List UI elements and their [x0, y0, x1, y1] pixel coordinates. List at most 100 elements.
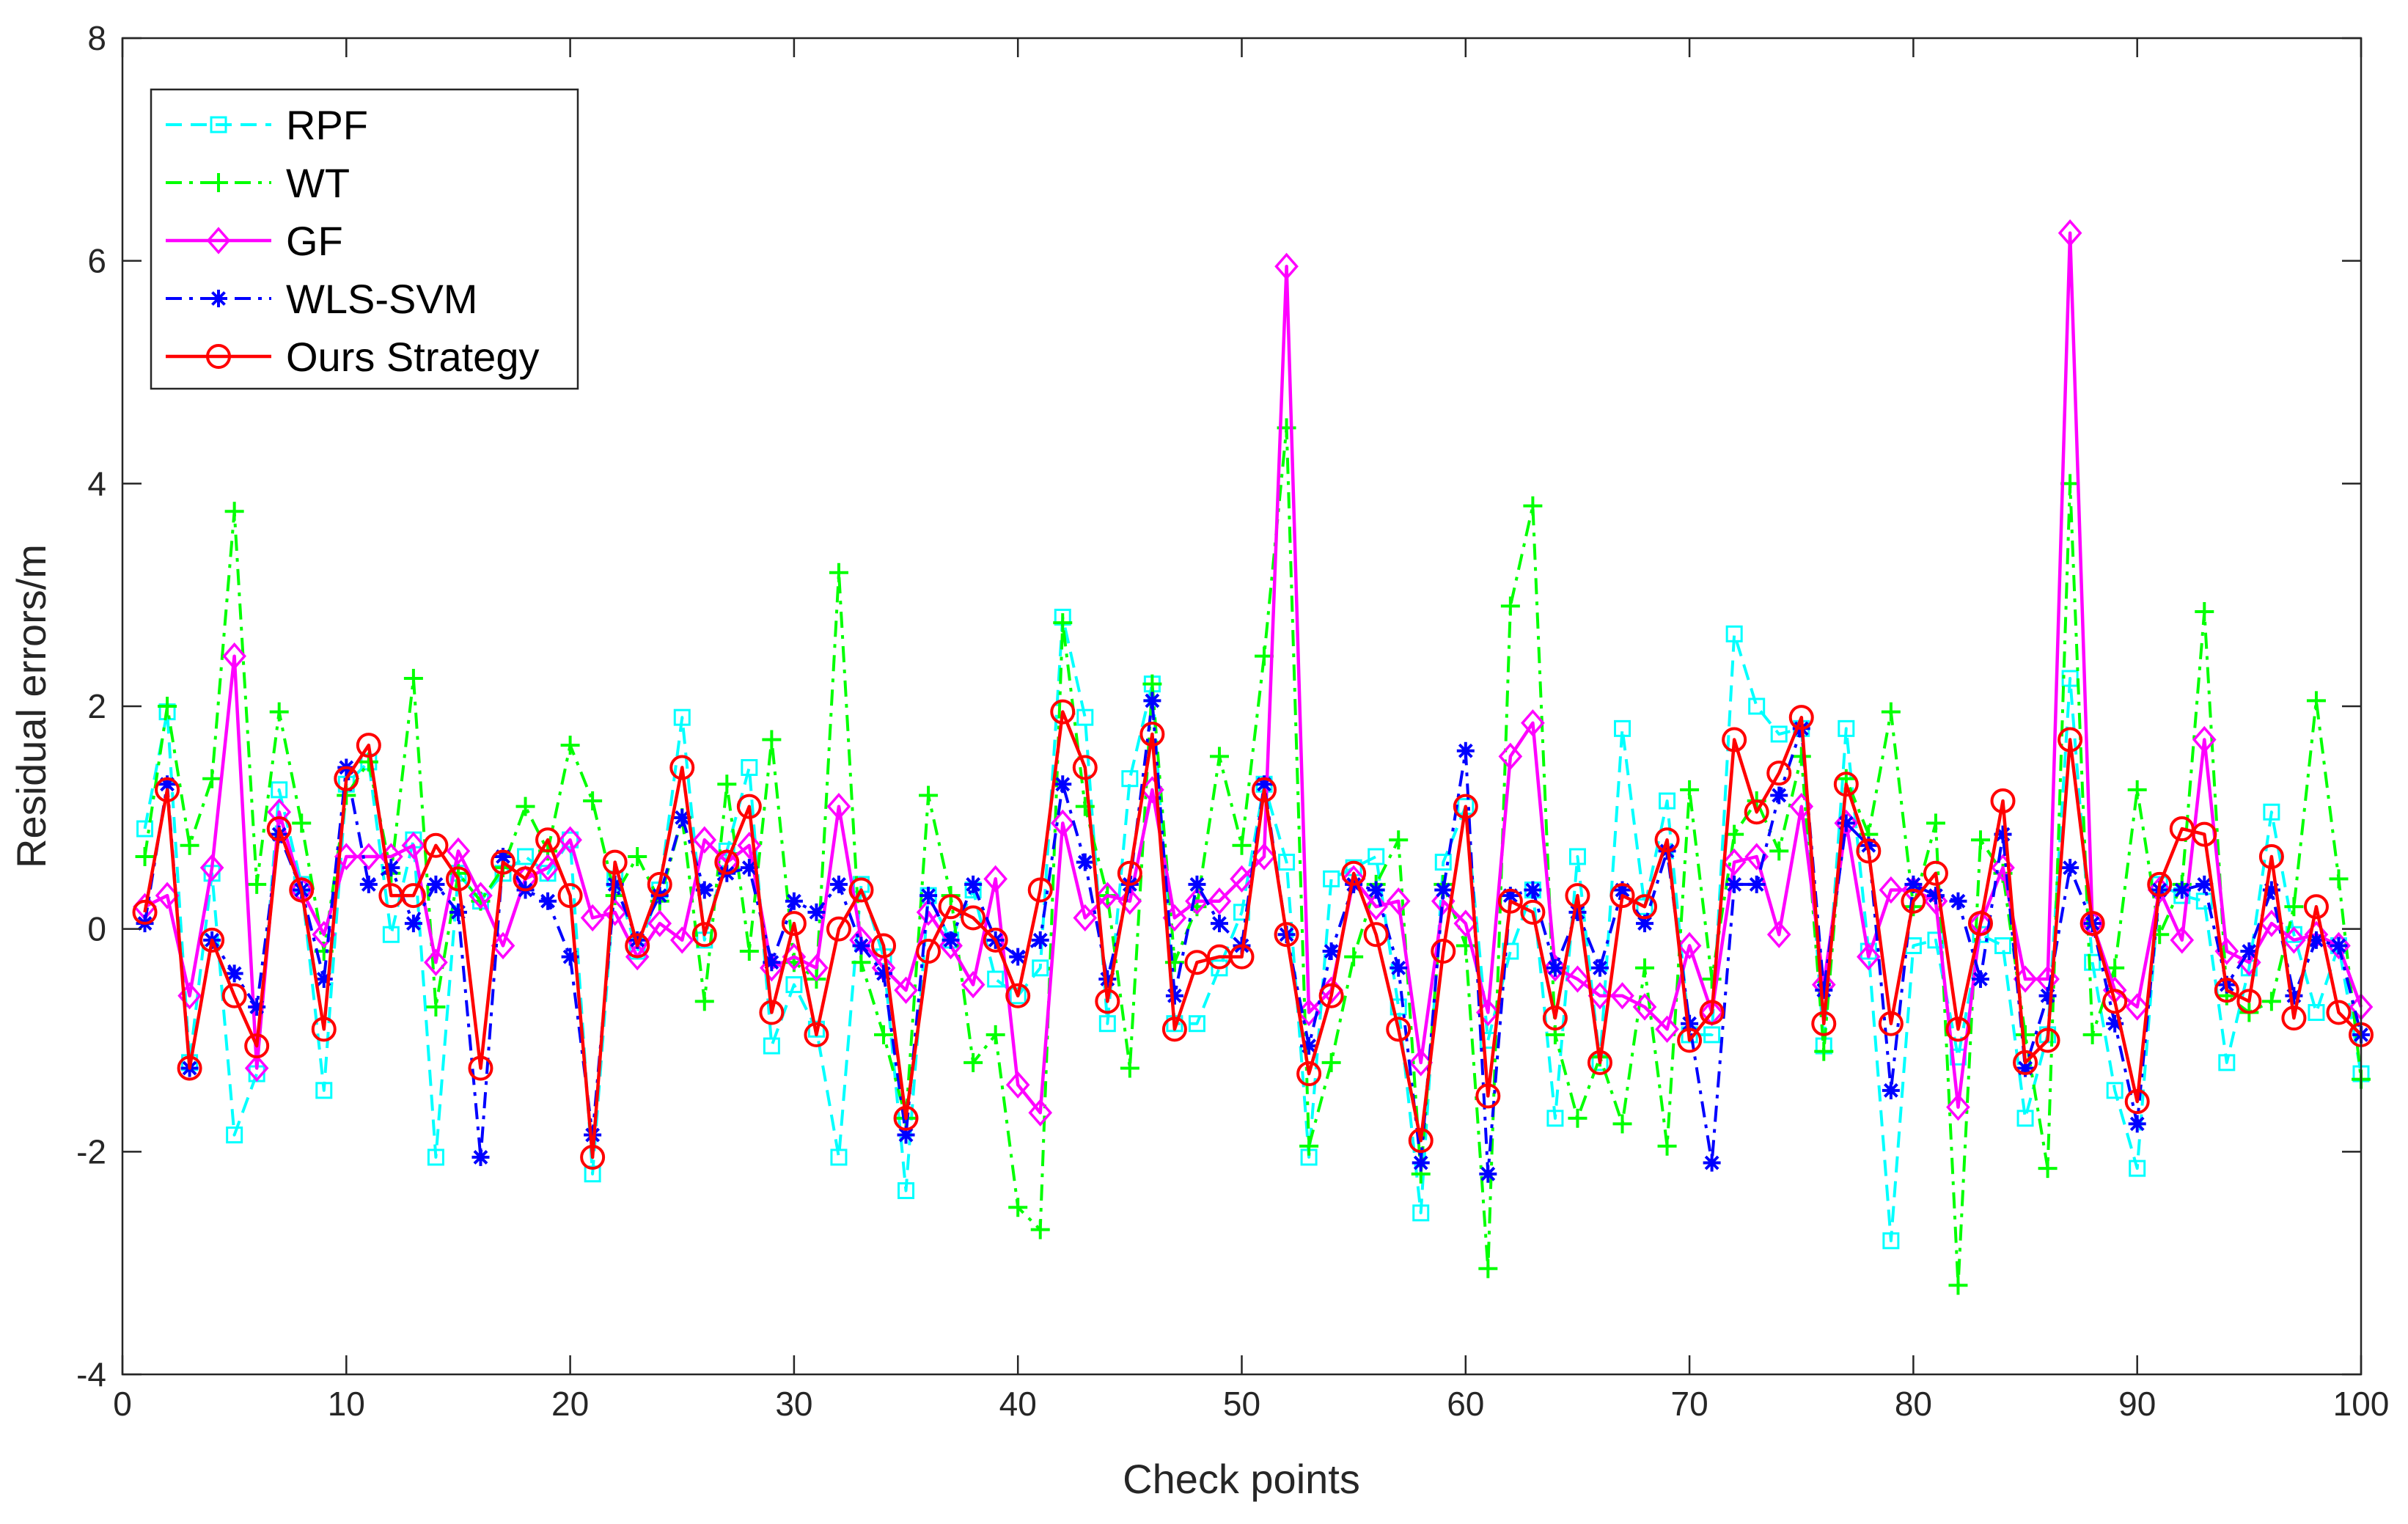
data-point-marker — [1117, 860, 1142, 886]
data-point-marker — [423, 832, 449, 858]
data-point-marker — [1434, 881, 1453, 899]
data-point-marker — [941, 931, 960, 949]
data-point-marker — [560, 736, 580, 755]
data-point-marker — [244, 1033, 270, 1059]
data-point-marker — [669, 926, 694, 954]
data-point-marker — [1632, 993, 1657, 1021]
data-point-marker — [694, 992, 714, 1011]
data-point-marker — [826, 792, 851, 821]
data-point-marker — [1945, 1016, 1971, 1042]
data-point-marker — [135, 846, 155, 866]
data-point-marker — [1543, 954, 1568, 982]
data-point-marker — [1699, 1000, 1725, 1025]
data-point-marker — [1565, 965, 1590, 993]
data-point-marker — [2195, 875, 2214, 893]
data-point-marker — [740, 859, 758, 877]
data-point-marker — [401, 832, 426, 860]
data-point-marker — [2080, 911, 2105, 937]
data-point-marker — [1766, 920, 1791, 948]
data-point-marker — [2169, 816, 2195, 842]
data-point-marker — [247, 874, 267, 894]
x-axis-title: Check points — [1123, 1456, 1360, 1502]
data-point-marker — [356, 733, 381, 758]
data-point-marker — [1031, 931, 1049, 949]
data-point-marker — [2258, 843, 2284, 869]
data-point-marker — [1209, 747, 1229, 766]
data-point-marker — [1456, 741, 1475, 760]
data-point-marker — [491, 849, 516, 875]
data-point-marker — [562, 831, 579, 849]
data-point-marker — [403, 669, 423, 689]
data-point-marker — [987, 970, 1005, 988]
data-point-marker — [584, 1165, 601, 1183]
data-point-marker — [1769, 841, 1789, 861]
data-point-marker — [1636, 898, 1653, 915]
data-point-marker — [2261, 992, 2281, 1011]
data-point-marker — [1834, 809, 1859, 838]
data-point-marker — [1363, 922, 1389, 948]
legend-item: GF — [166, 218, 343, 264]
data-point-marker — [199, 927, 225, 953]
data-point-marker — [1590, 959, 1609, 977]
data-point-marker — [513, 866, 538, 892]
data-point-marker — [2326, 1000, 2352, 1025]
data-point-marker — [180, 835, 199, 855]
data-point-marker — [2308, 1004, 2325, 1022]
data-point-marker — [1076, 708, 1094, 726]
data-point-marker — [919, 887, 938, 905]
data-point-marker — [1879, 876, 1904, 904]
data-point-marker — [1814, 1041, 1834, 1061]
legend-label: WT — [286, 160, 350, 206]
data-point-marker — [2038, 1159, 2058, 1179]
data-point-marker — [289, 877, 315, 903]
x-tick-label: 40 — [999, 1385, 1037, 1423]
data-point-marker — [312, 920, 337, 948]
data-point-marker — [445, 866, 471, 892]
data-point-marker — [1341, 860, 1367, 886]
data-point-marker — [248, 997, 266, 1016]
data-point-marker — [692, 826, 717, 854]
data-point-marker — [1770, 725, 1788, 743]
data-point-marker — [1970, 830, 1990, 850]
data-point-marker — [1770, 786, 1788, 805]
data-point-marker — [334, 766, 359, 791]
data-point-marker — [1703, 1026, 1721, 1044]
data-point-marker — [1587, 1049, 1612, 1075]
data-point-marker — [1904, 875, 1923, 893]
data-point-marker — [1072, 755, 1098, 780]
data-point-marker — [1229, 944, 1255, 970]
data-point-marker — [1434, 854, 1452, 871]
data-point-marker — [2106, 1082, 2123, 1099]
data-point-marker — [1274, 252, 1299, 280]
data-point-marker — [1860, 836, 1878, 854]
data-point-marker — [539, 892, 557, 910]
data-point-marker — [315, 1082, 333, 1099]
x-tick-label: 70 — [1671, 1385, 1708, 1423]
data-point-marker — [2303, 894, 2329, 920]
data-point-marker — [829, 563, 848, 582]
data-point-marker — [673, 808, 691, 827]
data-point-marker — [1838, 719, 1855, 737]
series-ours-strategy — [132, 699, 2374, 1170]
data-point-marker — [580, 1144, 606, 1170]
y-tick-label: -4 — [76, 1355, 106, 1393]
data-point-marker — [2195, 893, 2213, 910]
data-point-marker — [1882, 1232, 1900, 1250]
data-point-marker — [404, 915, 422, 933]
data-point-marker — [1390, 959, 1408, 977]
data-point-marker — [1614, 719, 1631, 737]
data-point-marker — [647, 909, 672, 937]
data-point-marker — [1994, 825, 2012, 843]
data-point-marker — [1766, 761, 1792, 786]
data-point-marker — [1722, 848, 1747, 876]
data-point-marker — [1232, 835, 1252, 855]
data-point-marker — [762, 730, 782, 750]
data-point-marker — [785, 976, 803, 994]
data-point-marker — [1568, 1108, 1587, 1128]
data-point-marker — [471, 1148, 490, 1166]
data-point-marker — [1005, 1071, 1030, 1099]
data-point-marker — [1207, 887, 1232, 915]
data-point-marker — [1657, 1136, 1677, 1156]
data-point-marker — [894, 976, 918, 1004]
